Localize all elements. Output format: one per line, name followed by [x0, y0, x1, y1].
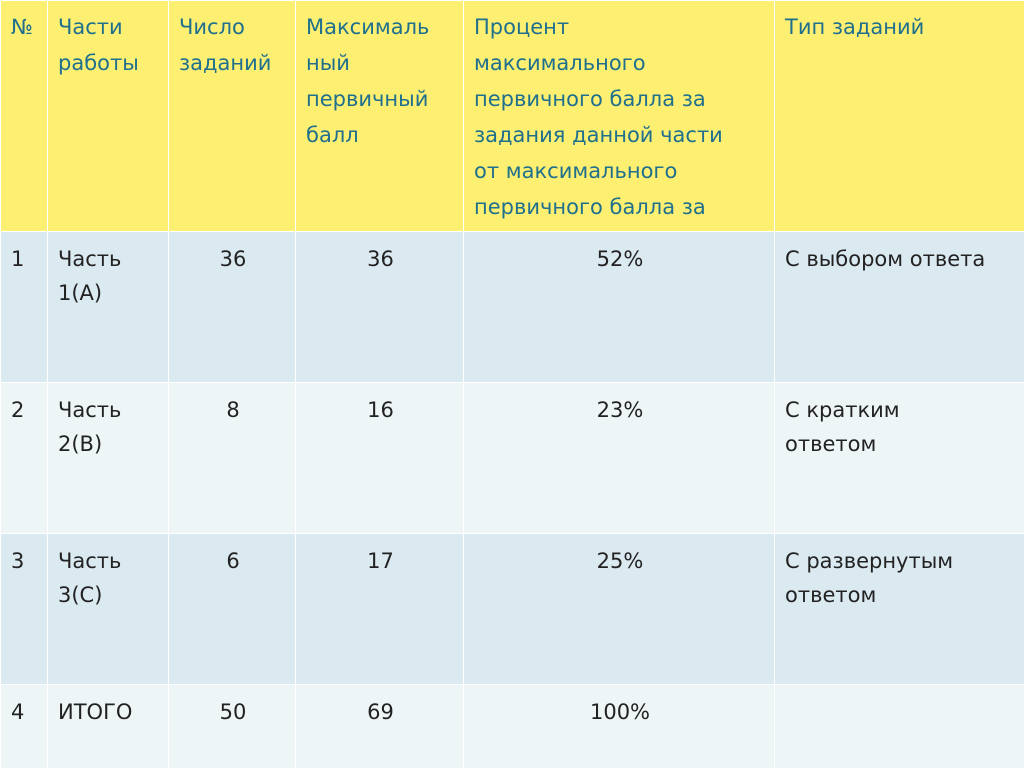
- header-parts-line: Части: [58, 15, 123, 39]
- cell-number: 4: [0, 684, 48, 768]
- cell-max-score: 69: [295, 684, 464, 768]
- cell-task-type-line: ответом: [785, 583, 877, 607]
- header-task-count: Число заданий: [168, 0, 296, 232]
- cell-task-count: 8: [168, 382, 296, 534]
- header-row: № Части работы Число заданий Максималь н…: [0, 0, 1024, 232]
- cell-task-count: 50: [168, 684, 296, 768]
- cell-part-line: Часть: [58, 398, 122, 422]
- cell-max-score: 16: [295, 382, 464, 534]
- table-row: 2 Часть 2(В) 8 16 23% С кратким ответом: [0, 382, 1024, 534]
- header-percent-line: первичного балла за: [474, 87, 706, 111]
- cell-number: 2: [0, 382, 48, 534]
- table-row: 1 Часть 1(А) 36 36 52% С выбором ответа: [0, 231, 1024, 383]
- table-row: 3 Часть 3(С) 6 17 25% С развернутым отве…: [0, 533, 1024, 685]
- header-percent-line: задания данной части: [474, 123, 723, 147]
- header-percent-line: от максимального: [474, 159, 678, 183]
- cell-part-line: 2(В): [58, 432, 103, 456]
- header-task-count-line: Число: [179, 15, 245, 39]
- header-parts: Части работы: [47, 0, 169, 232]
- cell-task-type: [774, 684, 1024, 768]
- header-max-score-line: первичный: [306, 87, 429, 111]
- header-task-count-line: заданий: [179, 51, 272, 75]
- cell-part: ИТОГО: [47, 684, 169, 768]
- cell-task-type-line: С выбором ответа: [785, 247, 986, 271]
- header-percent-line: Процент: [474, 15, 570, 39]
- header-number-text: №: [11, 15, 33, 39]
- header-max-score: Максималь ный первичный балл: [295, 0, 464, 232]
- cell-part-line: ИТОГО: [58, 700, 133, 724]
- cell-part-line: Часть: [58, 549, 122, 573]
- cell-task-count: 6: [168, 533, 296, 685]
- header-parts-line: работы: [58, 51, 139, 75]
- header-max-score-line: ный: [306, 51, 350, 75]
- cell-part: Часть 3(С): [47, 533, 169, 685]
- header-max-score-line: балл: [306, 123, 359, 147]
- header-percent: Процент максимального первичного балла з…: [463, 0, 775, 232]
- header-number: №: [0, 0, 48, 232]
- cell-max-score: 17: [295, 533, 464, 685]
- cell-part: Часть 1(А): [47, 231, 169, 383]
- cell-percent: 52%: [463, 231, 775, 383]
- cell-percent: 23%: [463, 382, 775, 534]
- header-percent-line: максимального: [474, 51, 646, 75]
- cell-part-line: Часть: [58, 247, 122, 271]
- header-max-score-line: Максималь: [306, 15, 430, 39]
- header-percent-line: первичного балла за: [474, 195, 706, 219]
- cell-task-type-line: С кратким: [785, 398, 900, 422]
- header-task-type-text: Тип заданий: [785, 15, 925, 39]
- cell-task-type: С развернутым ответом: [774, 533, 1024, 685]
- header-task-type: Тип заданий: [774, 0, 1024, 232]
- cell-percent: 25%: [463, 533, 775, 685]
- cell-number: 1: [0, 231, 48, 383]
- table-row: 4 ИТОГО 50 69 100%: [0, 684, 1024, 768]
- cell-task-type: С выбором ответа: [774, 231, 1024, 383]
- cell-percent: 100%: [463, 684, 775, 768]
- cell-max-score: 36: [295, 231, 464, 383]
- cell-task-count: 36: [168, 231, 296, 383]
- cell-part-line: 3(С): [58, 583, 103, 607]
- cell-task-type-line: ответом: [785, 432, 877, 456]
- cell-part: Часть 2(В): [47, 382, 169, 534]
- cell-number: 3: [0, 533, 48, 685]
- cell-task-type: С кратким ответом: [774, 382, 1024, 534]
- cell-part-line: 1(А): [58, 281, 103, 305]
- cell-task-type-line: С развернутым: [785, 549, 954, 573]
